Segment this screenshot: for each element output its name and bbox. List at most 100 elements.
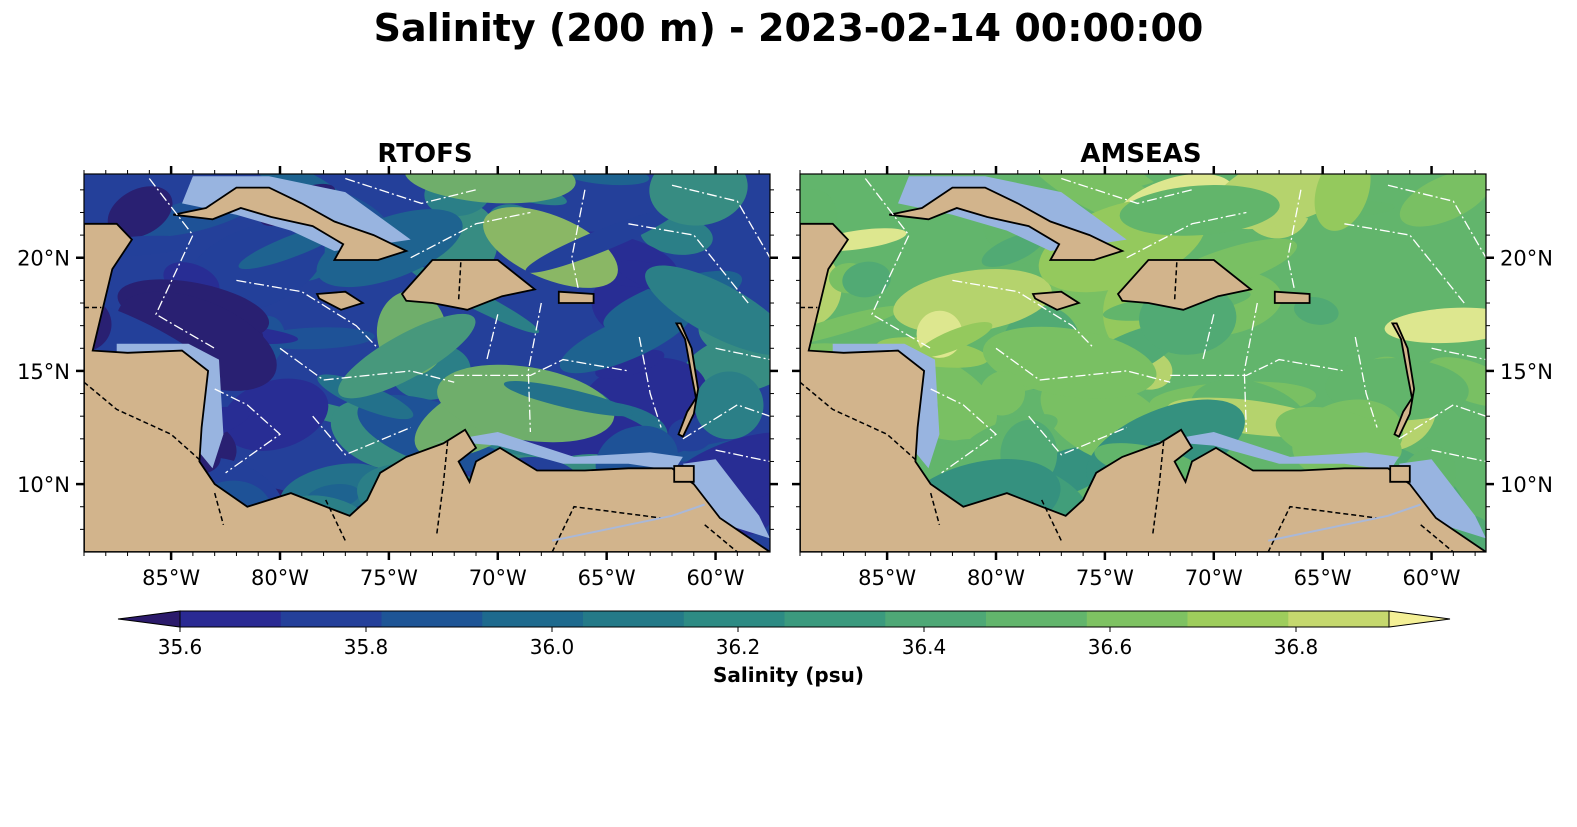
colorbar-tick-label: 36.8 bbox=[1274, 635, 1319, 659]
colorbar-tick-label: 36.2 bbox=[716, 635, 761, 659]
amseas-eez-line-15 bbox=[1202, 314, 1215, 360]
amseas-eez-line-7 bbox=[1344, 223, 1465, 304]
rtofs-land-lesserA bbox=[674, 322, 700, 438]
lat-tick-label-right: 10°N bbox=[1500, 473, 1553, 497]
rtofs-lon-tick-label: 85°W bbox=[142, 566, 200, 590]
rtofs-salinity-patch bbox=[560, 174, 650, 186]
amseas-border-6 bbox=[1420, 524, 1454, 552]
rtofs-eez-line-7 bbox=[628, 223, 749, 304]
rtofs-eez-line-5 bbox=[571, 189, 586, 290]
colorbar-bin bbox=[683, 611, 786, 627]
colorbar-bin bbox=[180, 611, 282, 627]
amseas-lon-tick-label: 80°W bbox=[967, 566, 1025, 590]
colorbar-label: Salinity (psu) bbox=[712, 663, 864, 687]
amseas-lon-tick-label: 85°W bbox=[858, 566, 916, 590]
rtofs-lon-tick-label: 60°W bbox=[687, 566, 745, 590]
lat-tick-label-right: 20°N bbox=[1500, 247, 1553, 271]
rtofs-salinity-patch bbox=[503, 381, 634, 417]
panel-title-rtofs: RTOFS bbox=[377, 139, 473, 169]
amseas-lon-tick-label: 60°W bbox=[1403, 566, 1461, 590]
colorbar-bin bbox=[482, 611, 584, 627]
rtofs-border-7 bbox=[457, 262, 462, 301]
colorbar-bin bbox=[1187, 611, 1289, 627]
colorbar-tick-label: 36.4 bbox=[902, 635, 947, 659]
amseas-land-trinidad bbox=[1389, 465, 1411, 483]
rtofs-lon-tick-label: 80°W bbox=[251, 566, 309, 590]
amseas-eez-line-3 bbox=[1170, 358, 1345, 377]
amseas-border-5 bbox=[1267, 505, 1378, 552]
amseas-eez-line-4 bbox=[1243, 302, 1258, 433]
rtofs-salinity-patch bbox=[221, 378, 329, 451]
rtofs-eez-line-10 bbox=[682, 404, 770, 440]
rtofs-eez-line-3 bbox=[454, 358, 629, 377]
rtofs-lon-tick-label: 65°W bbox=[578, 566, 636, 590]
rtofs-border-2 bbox=[213, 492, 225, 525]
amseas-land-puerto bbox=[1273, 290, 1311, 304]
amseas-eez-line-14 bbox=[1061, 177, 1193, 205]
rtofs-eez-line-4 bbox=[527, 302, 542, 433]
rtofs-salinity-patch bbox=[595, 349, 665, 379]
amseas-map-contents bbox=[800, 174, 1486, 552]
amseas-salinity-patch bbox=[1399, 174, 1486, 227]
lat-tick-label-right: 15°N bbox=[1500, 360, 1553, 384]
amseas-lon-tick-label: 70°W bbox=[1185, 566, 1243, 590]
rtofs-salinity-patch bbox=[694, 371, 764, 440]
amseas-salinity-patch bbox=[982, 326, 1157, 399]
amseas-salinity-patch bbox=[917, 322, 993, 358]
rtofs-salinity-patch bbox=[645, 265, 770, 356]
colorbar-bin bbox=[583, 611, 685, 627]
amseas-eez-line-9 bbox=[1431, 347, 1486, 361]
colorbar-tick-label: 36.0 bbox=[530, 635, 575, 659]
rtofs-land-central bbox=[84, 222, 770, 552]
amseas-border-4 bbox=[1152, 441, 1165, 534]
rtofs-salinity-patch bbox=[649, 174, 748, 226]
amseas-eez-line-5 bbox=[1287, 189, 1302, 290]
amseas-eez-line-0 bbox=[864, 178, 932, 349]
rtofs-eez-line-16 bbox=[715, 449, 770, 463]
rtofs-salinity-patch bbox=[107, 186, 173, 238]
rtofs-land-jamaica bbox=[315, 290, 365, 311]
colorbar-bin bbox=[885, 611, 987, 627]
amseas-eez-line-13 bbox=[1126, 211, 1247, 259]
rtofs-lon-tick-label: 75°W bbox=[360, 566, 418, 590]
amseas-lon-tick-label: 75°W bbox=[1076, 566, 1134, 590]
rtofs-border-1 bbox=[84, 381, 203, 463]
colorbar-tick-label: 35.6 bbox=[158, 635, 203, 659]
amseas-salinity-patch bbox=[979, 371, 1026, 416]
amseas-salinity-patch bbox=[1384, 307, 1486, 344]
amseas-shelf-3 bbox=[1398, 459, 1486, 539]
rtofs-map-contents bbox=[84, 174, 770, 552]
rtofs-land-hispaniola bbox=[400, 259, 537, 311]
amseas-salinity-patch bbox=[981, 232, 1045, 267]
amseas-eez-line-2 bbox=[995, 347, 1171, 383]
rtofs-eez-line-9 bbox=[715, 347, 770, 361]
colorbar-extend-low bbox=[117, 610, 181, 628]
rtofs-eez-line-8 bbox=[638, 336, 662, 428]
amseas-eez-line-8 bbox=[1354, 336, 1378, 428]
rtofs-border-6 bbox=[704, 524, 738, 552]
rtofs-shelf-2 bbox=[432, 432, 683, 471]
amseas-land-central bbox=[800, 222, 1486, 552]
amseas-eez-line-1 bbox=[952, 279, 1095, 349]
lat-tick-label-left: 10°N bbox=[17, 473, 70, 497]
colorbar-bin bbox=[381, 611, 483, 627]
rtofs-salinity-patch bbox=[404, 174, 576, 204]
rtofs-land-cuba bbox=[173, 186, 409, 261]
rtofs-eez-line-14 bbox=[345, 177, 477, 205]
rtofs-lon-tick-label: 70°W bbox=[469, 566, 527, 590]
colorbar-extend-high bbox=[1388, 610, 1451, 628]
rtofs-salinity-patch bbox=[338, 313, 476, 399]
rtofs-border-5 bbox=[551, 505, 662, 552]
colorbar-bin bbox=[784, 611, 886, 627]
rtofs-frame bbox=[83, 173, 771, 553]
colorbar-tick-label: 35.8 bbox=[344, 635, 389, 659]
rtofs-eez-line-1 bbox=[236, 279, 379, 349]
amseas-salinity-patch bbox=[1427, 357, 1486, 407]
amseas-eez-line-16 bbox=[1431, 449, 1486, 463]
rtofs-shelf-3 bbox=[682, 459, 770, 539]
rtofs-border-4 bbox=[436, 441, 449, 534]
amseas-border-7 bbox=[1173, 262, 1178, 301]
amseas-lon-tick-label: 65°W bbox=[1294, 566, 1352, 590]
colorbar-frame bbox=[179, 610, 1390, 628]
